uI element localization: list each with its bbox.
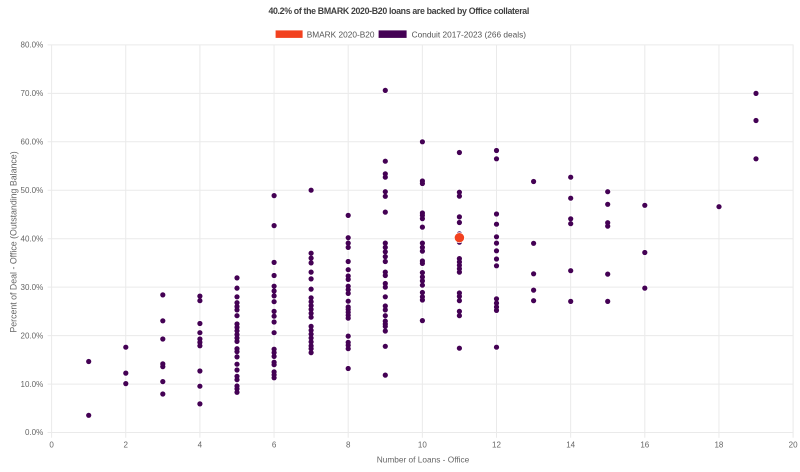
svg-text:40.2% of the BMARK 2020-B20 lo: 40.2% of the BMARK 2020-B20 loans are ba…	[268, 6, 528, 16]
svg-text:6: 6	[272, 440, 277, 449]
svg-text:20: 20	[789, 440, 798, 449]
svg-text:40.0%: 40.0%	[21, 234, 44, 243]
svg-text:18: 18	[714, 440, 723, 449]
svg-text:BMARK 2020-B20: BMARK 2020-B20	[307, 29, 375, 39]
svg-text:50.0%: 50.0%	[21, 186, 44, 195]
svg-text:30.0%: 30.0%	[21, 283, 44, 292]
svg-text:12: 12	[492, 440, 501, 449]
svg-text:8: 8	[346, 440, 351, 449]
svg-text:60.0%: 60.0%	[21, 138, 44, 147]
svg-text:Number of Loans - Office: Number of Loans - Office	[377, 455, 470, 465]
svg-text:14: 14	[566, 440, 575, 449]
svg-text:70.0%: 70.0%	[21, 89, 44, 98]
svg-text:0: 0	[49, 440, 54, 449]
svg-text:10.0%: 10.0%	[21, 380, 44, 389]
svg-text:0.0%: 0.0%	[25, 428, 43, 437]
svg-text:Percent of Deal - Office (Outs: Percent of Deal - Office (Outstanding Ba…	[9, 151, 19, 332]
svg-text:80.0%: 80.0%	[21, 41, 44, 50]
svg-text:10: 10	[418, 440, 427, 449]
svg-text:20.0%: 20.0%	[21, 331, 44, 340]
svg-text:4: 4	[198, 440, 203, 449]
svg-text:2: 2	[124, 440, 129, 449]
svg-text:16: 16	[640, 440, 649, 449]
svg-text:Conduit 2017-2023 (266 deals): Conduit 2017-2023 (266 deals)	[412, 29, 527, 39]
